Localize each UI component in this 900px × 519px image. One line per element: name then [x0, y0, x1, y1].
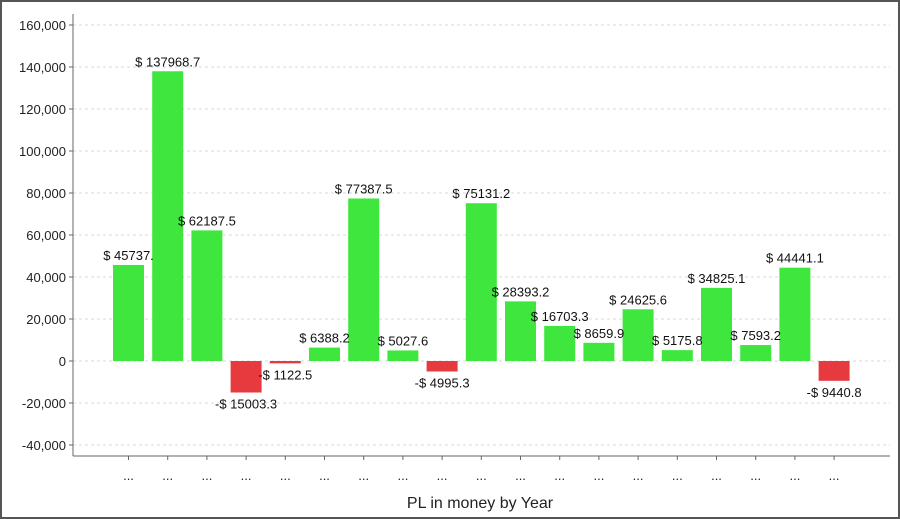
x-tick-label: ...	[476, 468, 487, 483]
y-tick-label: 100,000	[19, 144, 66, 159]
x-tick-label: ...	[515, 468, 526, 483]
bar	[779, 267, 811, 361]
data-label: $ 77387.5	[335, 181, 393, 196]
data-label: $ 7593.2	[730, 328, 781, 343]
x-tick-label: ...	[241, 468, 252, 483]
bar	[544, 325, 576, 361]
bar	[818, 361, 850, 381]
bar	[230, 361, 262, 393]
x-tick-label: ...	[829, 468, 840, 483]
y-tick-label: 80,000	[26, 186, 66, 201]
x-tick-label: ...	[437, 468, 448, 483]
data-label: $ 28393.2	[492, 284, 550, 299]
bar	[269, 361, 301, 364]
y-tick-labels: -40,000 -20,000 0 20,000 40,000 60,000 80,000 1…	[19, 18, 66, 453]
data-label: -$ 15003.3	[215, 397, 277, 412]
y-tick-label: 160,000	[19, 18, 66, 33]
bar	[309, 347, 340, 361]
x-tick-label: ...	[672, 468, 683, 483]
bar	[465, 203, 497, 361]
data-label: $ 44441.1	[766, 251, 824, 266]
data-label: $ 62187.5	[178, 213, 236, 228]
bar	[348, 198, 380, 361]
x-tick-label: ...	[750, 468, 761, 483]
x-tick-labels: ........................................…	[123, 468, 839, 483]
x-tick-label: ...	[554, 468, 565, 483]
x-tick-label: ...	[789, 468, 800, 483]
axes	[69, 14, 890, 460]
data-label: $ 16703.3	[531, 309, 589, 324]
y-tick-label: 140,000	[19, 60, 66, 75]
data-label: $ 34825.1	[688, 271, 746, 286]
data-label: $ 6388.2	[299, 331, 350, 346]
bars	[113, 71, 850, 393]
x-tick-label: ...	[711, 468, 722, 483]
x-tick-label: ...	[280, 468, 291, 483]
x-tick-label: ...	[162, 468, 173, 483]
bar	[191, 230, 223, 361]
bar	[583, 342, 615, 361]
data-label: $ 45737.	[103, 248, 154, 263]
y-tick-label: 20,000	[26, 312, 66, 327]
x-tick-label: ...	[319, 468, 330, 483]
data-label: $ 8659.9	[574, 326, 625, 341]
data-label: -$ 1122.5	[258, 367, 312, 382]
y-tick-label: 60,000	[26, 228, 66, 243]
bar	[387, 350, 419, 361]
y-tick-label: 120,000	[19, 102, 66, 117]
data-label: -$ 4995.3	[415, 375, 470, 390]
bar	[740, 345, 772, 361]
data-label: $ 5027.6	[378, 333, 429, 348]
bar	[701, 287, 732, 361]
x-tick-label: ...	[593, 468, 604, 483]
bar	[505, 301, 536, 361]
bar	[113, 264, 144, 361]
bar	[661, 350, 693, 361]
data-label: $ 137968.7	[135, 54, 200, 69]
x-tick-label: ...	[123, 468, 134, 483]
x-tick-label: ...	[358, 468, 369, 483]
y-tick-label: 0	[59, 354, 66, 369]
y-tick-label: 40,000	[26, 270, 66, 285]
data-label: $ 24625.6	[609, 292, 667, 307]
bar	[426, 361, 458, 372]
data-label: -$ 9440.8	[807, 385, 862, 400]
data-labels: $ 45737. $ 137968.7 $ 62187.5 -$ 15003.3 -$ …	[103, 54, 861, 411]
bar	[152, 71, 184, 361]
y-tick-label: -40,000	[22, 438, 66, 453]
x-axis-title: PL in money by Year	[407, 495, 554, 512]
y-tick-label: -20,000	[22, 396, 66, 411]
x-tick-label: ...	[397, 468, 408, 483]
bar	[622, 309, 654, 361]
x-tick-label: ...	[633, 468, 644, 483]
data-label: $ 75131.2	[452, 186, 510, 201]
data-label: $ 5175.8	[652, 333, 703, 348]
x-tick-label: ...	[201, 468, 212, 483]
